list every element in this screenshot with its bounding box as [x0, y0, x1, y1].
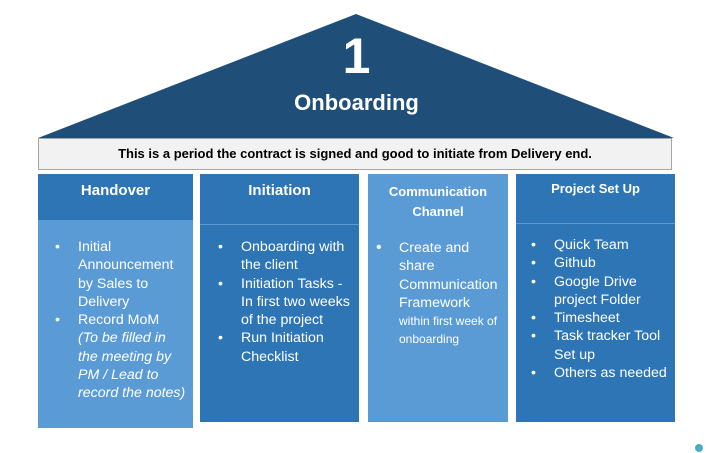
list-item: Run Initiation Checklist	[217, 329, 353, 366]
item-text: Run Initiation Checklist	[241, 330, 324, 365]
list-item: Timesheet	[530, 309, 671, 328]
item-text: Timesheet	[554, 310, 620, 327]
column-body: Initial Announcement by Sales to Deliver…	[38, 220, 193, 428]
description-banner: This is a period the contract is signed …	[38, 138, 672, 170]
item-text: Initiation Tasks - In first two weeks of…	[241, 275, 350, 329]
list-item: Others as needed	[530, 364, 671, 383]
item-text: Others as needed	[554, 365, 667, 382]
column-title: Communication Channel	[368, 174, 508, 225]
column-title: Project Set Up	[516, 174, 675, 224]
list-item: Record MoM(To be filled in the meeting b…	[54, 311, 187, 402]
item-text: Google Drive project Folder	[554, 273, 641, 308]
list-item: Initiation Tasks - In first two weeks of…	[217, 275, 353, 330]
item-text: Create and share Communication Framework	[399, 240, 498, 311]
list-item: Github	[530, 254, 671, 273]
house-roof	[38, 14, 674, 138]
stage-number: 1	[342, 28, 371, 84]
item-list: Onboarding with the client Initiation Ta…	[217, 238, 353, 366]
column-body: Quick Team Github Google Drive project F…	[516, 224, 675, 422]
item-text: Quick Team	[554, 237, 629, 253]
item-list: Initial Announcement by Sales to Deliver…	[54, 238, 187, 403]
item-list: Create and share Communication Framework…	[375, 239, 504, 348]
list-item: Create and share Communication Framework…	[375, 239, 504, 348]
item-text: Onboarding with the client	[241, 239, 345, 274]
column-body: Onboarding with the client Initiation Ta…	[200, 225, 359, 422]
item-text: Task tracker Tool Set up	[554, 328, 661, 363]
column-initiation: Initiation Onboarding with the client In…	[200, 174, 359, 422]
decorative-dot	[695, 444, 703, 452]
list-item: Quick Team	[530, 236, 671, 255]
column-body: Create and share Communication Framework…	[368, 225, 508, 422]
item-list: Quick Team Github Google Drive project F…	[530, 236, 671, 383]
list-item: Initial Announcement by Sales to Deliver…	[54, 238, 187, 311]
column-project-set-up: Project Set Up Quick Team Github Google …	[516, 174, 675, 422]
list-item: Onboarding with the client	[217, 238, 353, 275]
item-text: Initial Announcement by Sales to Deliver…	[78, 239, 174, 310]
item-note: (To be filled in the meeting by PM / Lea…	[78, 330, 186, 402]
item-text: Record MoM	[78, 312, 160, 329]
stage-title: Onboarding	[294, 90, 419, 115]
list-item: Task tracker Tool Set up	[530, 327, 671, 364]
list-item: Google Drive project Folder	[530, 273, 671, 310]
column-communication-channel: Communication Channel Create and share C…	[368, 174, 508, 422]
column-title: Initiation	[200, 174, 359, 225]
item-note: within first week of onboarding	[399, 314, 498, 347]
item-text: Github	[554, 255, 596, 272]
column-handover: Handover Initial Announcement by Sales t…	[38, 174, 193, 428]
column-title: Handover	[38, 174, 193, 220]
